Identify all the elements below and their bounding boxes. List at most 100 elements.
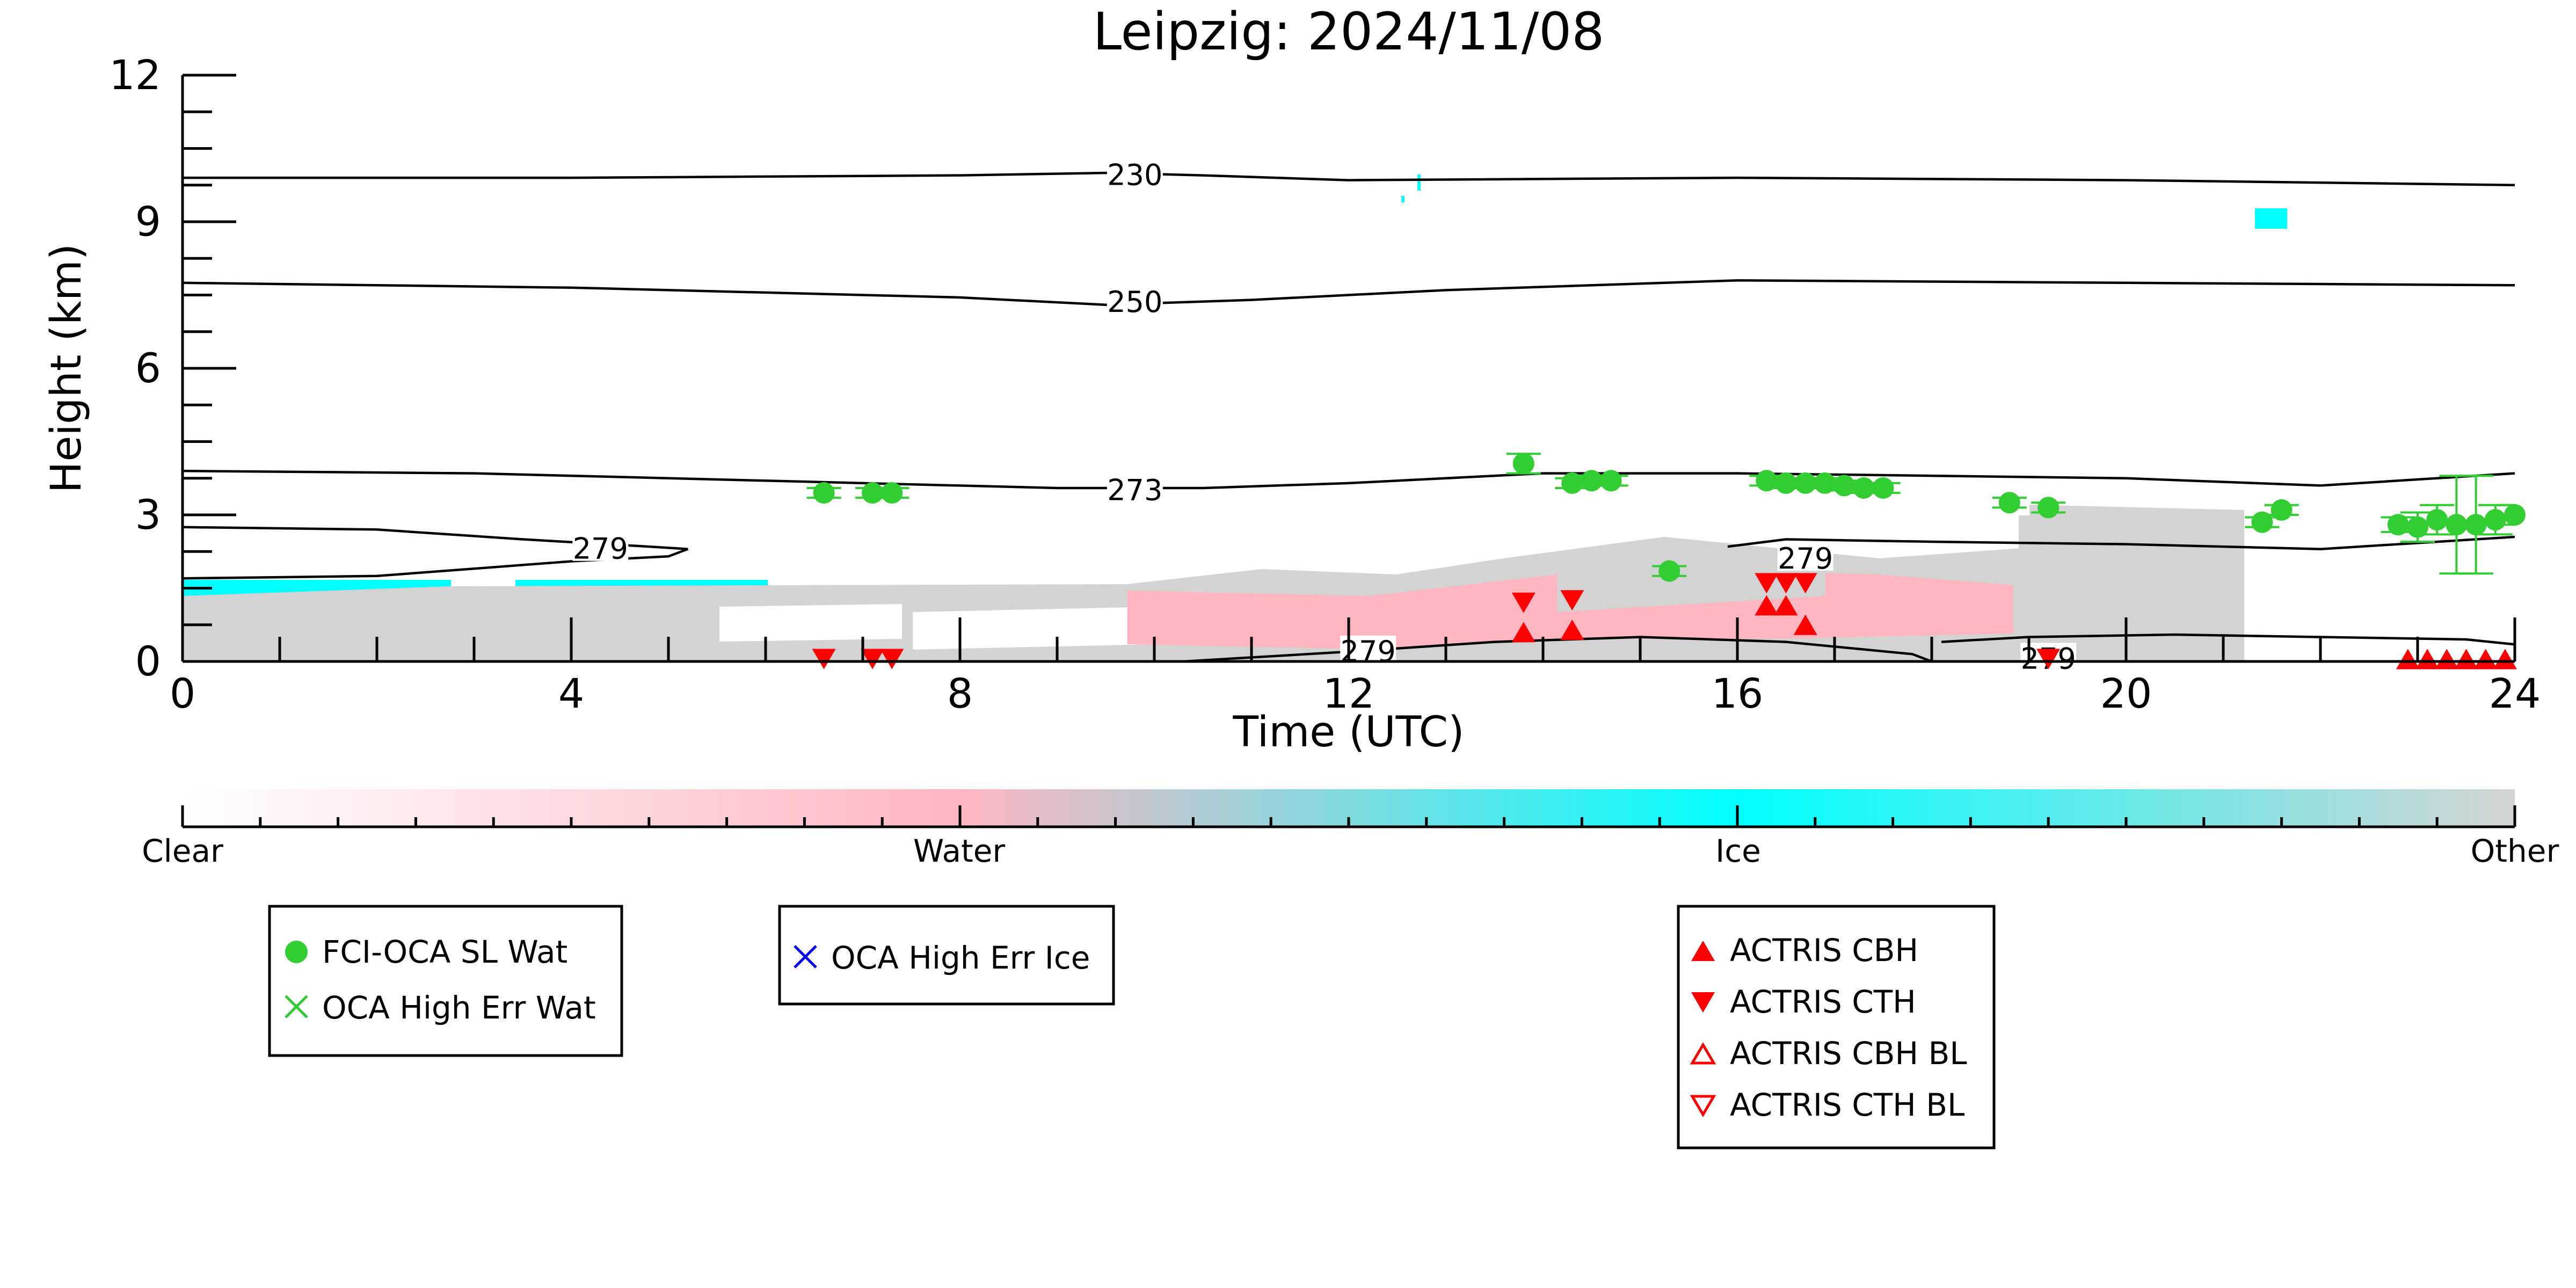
fci-oca-sl-wat-point [2407, 516, 2428, 538]
y-tick-label: 0 [135, 637, 161, 685]
actris-cbh-point [2493, 649, 2517, 670]
legend-entry: ACTRIS CTH BL [1730, 1087, 1964, 1123]
contour-line [183, 469, 2515, 490]
actris-cth-point [861, 649, 885, 670]
fci-oca-sl-wat-point [2387, 514, 2409, 536]
colorbar-label: Clear [142, 833, 223, 869]
fci-oca-sl-wat-point [1581, 470, 1603, 492]
legend-box [778, 905, 1115, 1006]
colorbar-label: Ice [1715, 833, 1761, 869]
fci-oca-sl-wat-point [1756, 470, 1778, 492]
chart-title: Leipzig: 2024/11/08 [1093, 2, 1605, 62]
actris-cth-point [880, 649, 904, 670]
fci-oca-sl-wat-point [1872, 477, 1894, 499]
fci-oca-sl-wat-point [881, 482, 903, 504]
legend-marker-triangle-down-open [1690, 1095, 1716, 1117]
actris-cbh-point [2454, 649, 2478, 670]
x-tick-label: 12 [1323, 670, 1375, 717]
x-tick-label: 8 [947, 670, 973, 717]
contour-line [1941, 633, 2515, 646]
actris-cth-point [812, 649, 836, 670]
fci-oca-sl-wat-point [1512, 453, 1534, 475]
x-tick-label: 20 [2100, 670, 2152, 717]
fci-oca-sl-wat-point [2504, 504, 2526, 526]
fci-oca-sl-wat-point [2251, 511, 2273, 533]
x-tick-label: 4 [558, 670, 584, 717]
actris-cth-point [1755, 573, 1779, 594]
x-axis-label: Time (UTC) [1232, 708, 1464, 756]
ice-speck [1417, 174, 1421, 191]
fci-oca-sl-wat-point [2465, 514, 2487, 536]
contour-line [183, 171, 2515, 187]
y-tick-label: 3 [135, 491, 161, 539]
contour-line [183, 526, 688, 580]
actris-cbh-point [2473, 649, 2498, 670]
colorbar-ticks [181, 805, 2516, 827]
cloud-classification-field [183, 174, 2287, 661]
fci-oca-sl-wat-point [1658, 560, 1680, 582]
x-ticks: 0 4 8 12 16 20 24 [170, 617, 2541, 717]
actris-cbh-point [1511, 622, 1536, 643]
y-tick-label: 9 [135, 198, 161, 245]
legend-actris: ACTRIS CBH ACTRIS CTH ACTRIS CBH BL ACTR… [1677, 905, 1996, 1149]
contour-label: 273 [1107, 474, 1162, 507]
legend-marker-x [794, 945, 817, 969]
other-region [1557, 558, 1825, 612]
other-region [2019, 515, 2244, 661]
x-tick-label: 16 [1712, 670, 1764, 717]
legend-marker-x [285, 995, 308, 1018]
fci-oca-sl-wat-point [1814, 472, 1836, 494]
actris-cth-point [1774, 573, 1798, 594]
x-tick-label: 24 [2489, 670, 2541, 717]
contour-label: 230 [1107, 158, 1162, 192]
legend-entry: FCI-OCA SL Wat [322, 934, 567, 970]
y-tick-label: 12 [109, 51, 161, 99]
colorbar-label: Water [913, 833, 1006, 869]
legend-fci: FCI-OCA SL Wat OCA High Err Wat [268, 905, 623, 1057]
contour-label: 279 [573, 532, 628, 566]
colorbar: Clear Water Ice Other [142, 789, 2559, 869]
actris-cbh-point [1793, 614, 1817, 635]
fci-oca-sl-wat-point [2446, 514, 2468, 536]
contour-line [183, 279, 2515, 306]
legend-entry: OCA High Err Wat [322, 989, 596, 1026]
ice-speck [2255, 208, 2287, 229]
legend-entry: ACTRIS CBH [1730, 932, 1918, 969]
contour-label-bg [1107, 474, 1163, 503]
fci-oca-sl-wat-point [1794, 472, 1816, 494]
legend-marker-triangle-up [1691, 941, 1715, 961]
fci-oca-sl-wat-point [862, 482, 884, 504]
fci-oca-sl-wat-point [1998, 492, 2020, 514]
actris-cbh-point [2396, 649, 2420, 670]
fci-oca-sl-wat-point [2271, 499, 2293, 521]
fci-oca-sl-wat-point [1561, 472, 1583, 494]
actris-cbh-point [1560, 619, 1584, 640]
contour-label-bg [1107, 159, 1163, 187]
data-markers [812, 453, 2526, 670]
contour-label-bg [1777, 542, 1833, 571]
legend-marker-triangle-down [1691, 992, 1715, 1013]
actris-cbh-point [1774, 595, 1798, 616]
contour-label: 250 [1107, 285, 1162, 319]
colorbar-label: Other [2471, 833, 2559, 869]
legend-marker-circle [285, 941, 308, 963]
y-axis-label: Height (km) [42, 244, 91, 493]
clear-gap [913, 607, 1154, 650]
contour-line [1727, 535, 2515, 550]
fci-oca-sl-wat-point [1775, 472, 1797, 494]
fci-oca-sl-wat-point [2484, 509, 2506, 531]
legend-box [1677, 905, 1996, 1149]
x-tick-label: 0 [170, 670, 195, 717]
fci-oca-sl-wat-point [813, 482, 835, 504]
legend-oca-ice: OCA High Err Ice [778, 905, 1115, 1006]
actris-cbh-point [2415, 649, 2440, 670]
actris-cth-point [2036, 649, 2061, 670]
fci-oca-sl-wat-point [1600, 470, 1622, 492]
actris-cbh-point [2435, 649, 2459, 670]
actris-cbh-point [1755, 595, 1779, 616]
colorbar-labels: Clear Water Ice Other [142, 833, 2559, 869]
contour-label-bg [572, 533, 629, 561]
clear-gap [719, 604, 902, 642]
actris-cth-point [1560, 590, 1584, 611]
fci-oca-sl-wat-point [2426, 509, 2448, 531]
